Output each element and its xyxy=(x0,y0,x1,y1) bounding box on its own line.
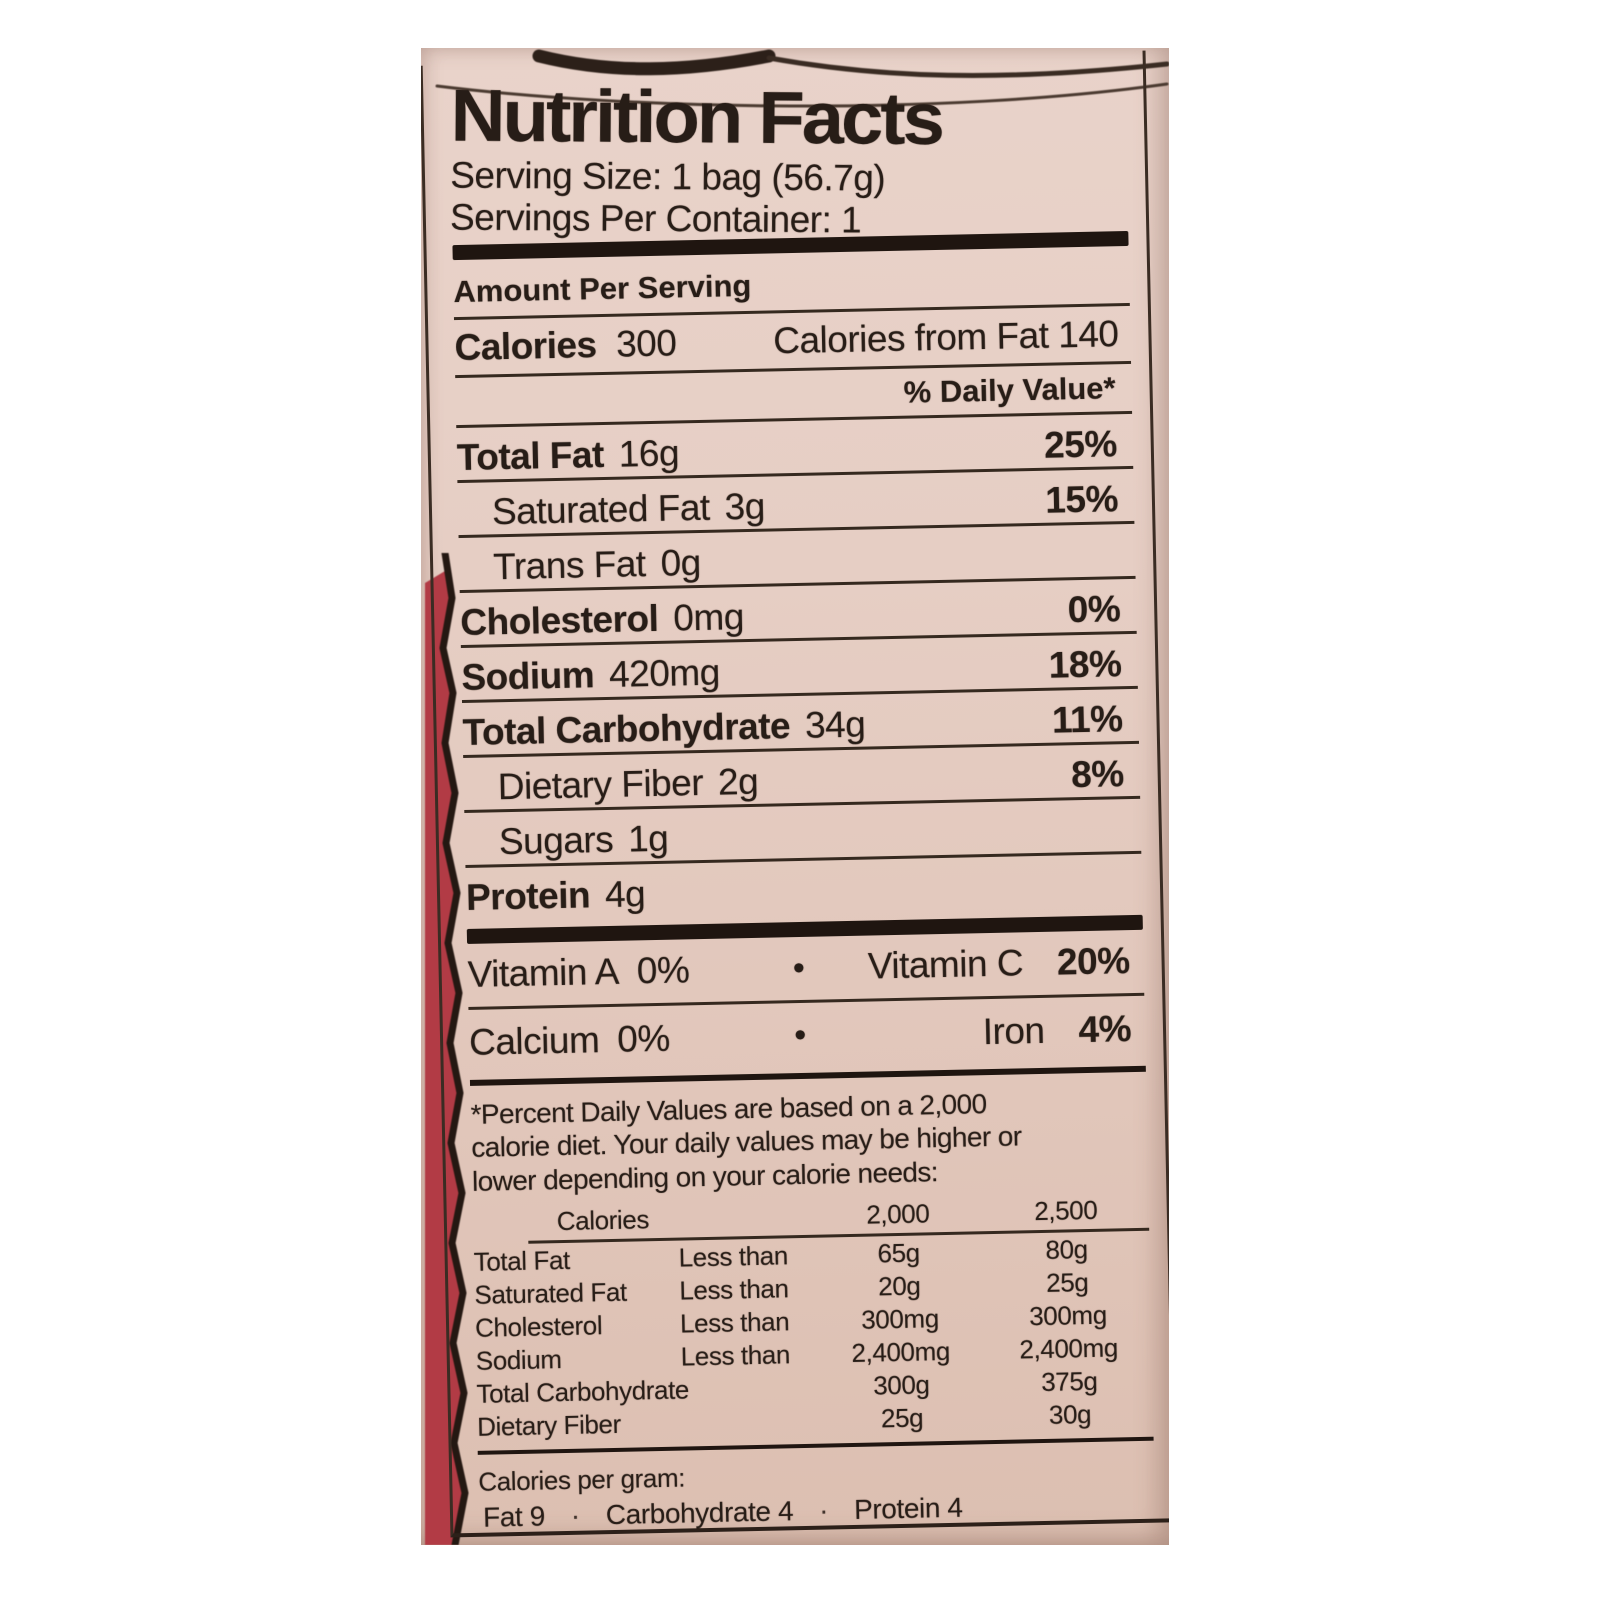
iron-value: 4% xyxy=(1078,1007,1132,1050)
dv-cholesterol: 0% xyxy=(1067,587,1121,630)
ref-header-calories: Calories xyxy=(556,1204,650,1237)
dv-sodium: 18% xyxy=(1048,642,1122,686)
calories-left: Calories 300 xyxy=(454,322,677,369)
cpg-protein: Protein 4 xyxy=(853,1492,963,1526)
panel-header: Nutrition Facts Serving Size: 1 bag (56.… xyxy=(450,65,1127,243)
servings-per-container: Servings Per Container: 1 xyxy=(449,196,862,241)
ref-header-2500: 2,500 xyxy=(1033,1195,1098,1227)
dv-dietary-fiber: 8% xyxy=(1070,752,1125,795)
vitamin-a-label: Vitamin A xyxy=(467,950,620,996)
calcium-value: 0% xyxy=(616,1017,671,1060)
iron-label: Iron xyxy=(982,1009,1045,1052)
bullet-icon: · xyxy=(818,1494,829,1527)
bag-top-graphics-icon xyxy=(435,49,1169,108)
cpg-carbohydrate: Carbohydrate 4 xyxy=(605,1495,794,1531)
bullet-icon: · xyxy=(570,1500,581,1532)
serving-size: Serving Size: 1 bag (56.7g) xyxy=(450,154,886,199)
nutrition-facts-panel: Nutrition Facts Serving Size: 1 bag (56.… xyxy=(421,50,1169,1538)
vitamin-c-label: Vitamin C xyxy=(867,942,1024,987)
dv-total-fat: 25% xyxy=(1043,422,1118,466)
calcium-label: Calcium xyxy=(468,1018,600,1063)
vitamin-c-value: 20% xyxy=(1056,940,1130,983)
daily-value-footnote: *Percent Daily Values are based on a 2,0… xyxy=(470,1083,1148,1198)
dv-total-carbohydrate: 11% xyxy=(1051,697,1123,741)
cpg-fat: Fat 9 xyxy=(482,1500,546,1534)
calories-label: Calories xyxy=(454,323,597,368)
calories-from-fat: Calories from Fat 140 xyxy=(772,312,1119,362)
vitamin-row-calcium-iron: Calcium 0% • Iron 4% xyxy=(468,995,1145,1075)
bag-red-edge xyxy=(425,553,469,1545)
dv-saturated-fat: 15% xyxy=(1044,477,1119,521)
bullet-icon: • xyxy=(792,948,805,987)
reference-table: Calories 2,000 2,500 Total Fat Less than… xyxy=(473,1194,1154,1443)
panel-title: Nutrition Facts xyxy=(450,74,943,161)
vitamin-a-value: 0% xyxy=(636,949,690,992)
ref-header-2000: 2,000 xyxy=(865,1198,930,1231)
calories-value: 300 xyxy=(615,322,677,365)
chip-bag: Nutrition Facts Serving Size: 1 bag (56.… xyxy=(421,48,1169,1545)
calories-per-gram: Calories per gram: Fat 9 · Carbohydrate … xyxy=(478,1453,1155,1534)
bullet-icon: • xyxy=(793,1015,807,1055)
